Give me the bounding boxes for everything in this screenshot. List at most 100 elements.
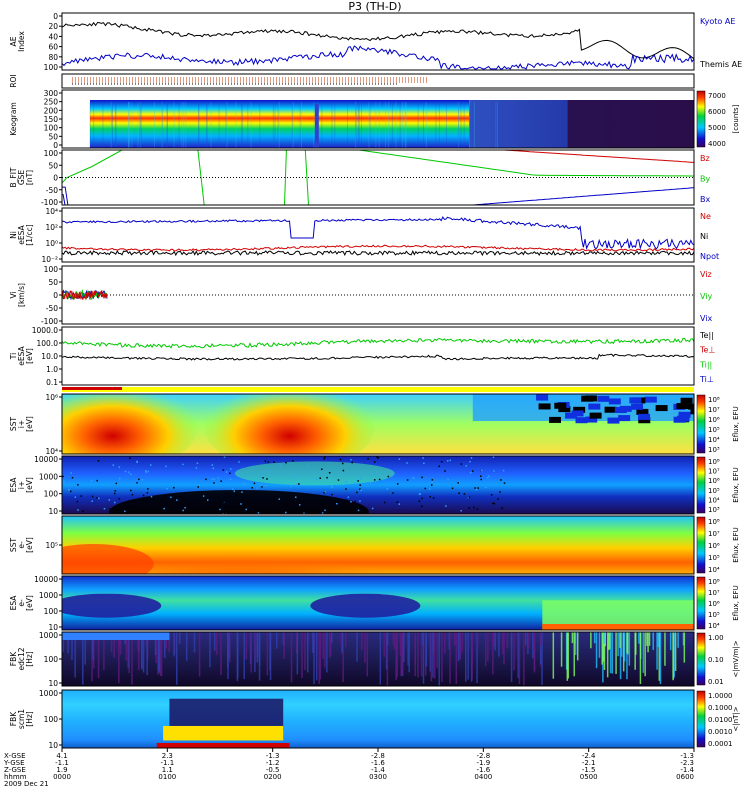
- roi-panel: ROI: [9, 73, 695, 89]
- esa-i-noise: [77, 509, 79, 511]
- fbk-e-stripe: [266, 632, 269, 676]
- esa-i-noise: [345, 480, 348, 483]
- esa-i-noise: [118, 477, 121, 480]
- fbk_e-panel: 1000 100 10 FBK edc12 [Hz] 1.00 0.10 0.01 <|mV/m|…: [9, 631, 740, 688]
- fbk-e-stripe: [539, 632, 542, 646]
- esa-i-noise: [198, 484, 201, 486]
- fbk_e-colorbar-tick: 0.10: [708, 656, 724, 664]
- esa-i-noise: [267, 461, 270, 463]
- esa_i-colorbar-tick: 10⁶: [708, 477, 720, 485]
- esa-i-noise: [261, 486, 263, 488]
- esa_e-ytick-label: 1000: [39, 591, 58, 600]
- esa-i-noise: [149, 464, 152, 466]
- sst-i-cell: [690, 408, 694, 415]
- keogram-gap: [314, 104, 319, 148]
- bfit-ytick-label: 0: [53, 174, 58, 183]
- fbk-e-stripe: [422, 632, 425, 684]
- esa-i-noise: [147, 488, 149, 490]
- bfit-by-line-b: [197, 150, 205, 205]
- ni-legend-1: Ni: [700, 232, 708, 241]
- esa-i-noise: [475, 488, 478, 491]
- esa-i-noise: [136, 460, 138, 463]
- fbk-e-stripe: [179, 632, 181, 644]
- esa-i-noise: [280, 464, 282, 467]
- esa-i-noise: [285, 461, 287, 464]
- esa-i-noise: [458, 481, 461, 484]
- sst_i-colorbar-tick: 10⁸: [708, 396, 720, 404]
- fbk-e-stripe: [609, 632, 612, 674]
- esa-i-noise: [202, 495, 205, 497]
- esa_i-colorbar-tick: 10³: [708, 506, 720, 514]
- esa-i-noise: [115, 482, 118, 485]
- esa-i-noise: [219, 508, 221, 511]
- esa_e-frame: [61, 575, 695, 631]
- esa-i-noise: [503, 482, 506, 484]
- esa-i-noise: [423, 462, 425, 465]
- fbk-e-stripe: [216, 632, 218, 655]
- ae-frame: [61, 12, 695, 71]
- esa-i-noise: [206, 499, 209, 501]
- esa_i-ylabel: i+: [17, 481, 26, 489]
- fbk-e-stripe: [626, 632, 628, 654]
- ni-legend-0: Ne: [700, 212, 711, 221]
- bfit-bx-line: [62, 186, 694, 205]
- esa-i-noise: [292, 460, 294, 462]
- fbk-e-stripe: [593, 632, 596, 644]
- fbk-b-yellow: [163, 725, 284, 741]
- sst-i-cell: [565, 412, 578, 419]
- esa-i-noise: [90, 480, 93, 482]
- fbk-e-stripe: [598, 632, 601, 658]
- esa-i-noise: [82, 510, 84, 512]
- esa-i-noise: [359, 507, 362, 509]
- fbk-e-stripe: [433, 632, 436, 679]
- fbk-e-stripe: [657, 632, 659, 647]
- sst-i-cell: [573, 406, 586, 413]
- fbk-e-stripe: [576, 632, 579, 661]
- ae-ylabel: AE: [9, 36, 18, 46]
- ni-ylabel: eESA: [17, 224, 26, 244]
- sst-i-cell: [585, 416, 598, 423]
- ni-ytick-label: 10²: [45, 223, 58, 232]
- fbk-e-stripe: [467, 632, 469, 680]
- esa-i-noise: [136, 461, 138, 464]
- esa-i-noise: [377, 457, 380, 459]
- esa-i-noise: [472, 470, 474, 472]
- esa-i-noise: [337, 479, 340, 481]
- fbk-e-stripe: [315, 632, 318, 681]
- bfit-legend-2: Bx: [700, 195, 710, 204]
- esa_e-ytick-label: 10000: [34, 575, 58, 584]
- sst_i-ytick-label: 10⁴: [45, 447, 58, 456]
- fbk_b-ytick-label: 10: [48, 741, 58, 750]
- fbk-e-stripe: [97, 632, 100, 679]
- esa-i-noise: [150, 495, 153, 498]
- bfit-by-line-c: [284, 150, 287, 205]
- fbk-e-stripe: [356, 632, 358, 662]
- fbk-e-stripe: [340, 632, 342, 645]
- sst-i-cell: [549, 416, 562, 423]
- fbk-e-stripe: [154, 632, 157, 655]
- esa-i-noise: [331, 493, 333, 496]
- esa-i-noise: [375, 473, 377, 476]
- esa-i-noise: [211, 464, 214, 466]
- esa-i-noise: [160, 499, 162, 501]
- sst_i-frame: [61, 393, 695, 455]
- xaxis-x-gse: -2.8: [371, 752, 385, 760]
- fbk-e-stripe: [250, 632, 252, 673]
- xaxis-time: 0000: [53, 773, 71, 781]
- esa-i-noise: [470, 471, 472, 474]
- esa-i-noise: [421, 476, 423, 479]
- fbk-e-stripe: [429, 632, 432, 672]
- esa_i-colorbar-tick: 10⁵: [708, 487, 720, 495]
- esa_e-ylabel: ESA: [9, 595, 18, 611]
- fbk-e-stripe: [228, 632, 230, 659]
- ni-npot-line: [62, 216, 694, 250]
- fbk-e-stripe: [125, 632, 127, 661]
- esa-i-noise: [70, 490, 72, 493]
- esa-i-noise: [295, 496, 297, 498]
- xaxis-time: 0100: [158, 773, 176, 781]
- esa-i-noise: [108, 499, 111, 501]
- fbk-e-stripe: [185, 632, 188, 661]
- fbk-e-stripe: [92, 632, 94, 660]
